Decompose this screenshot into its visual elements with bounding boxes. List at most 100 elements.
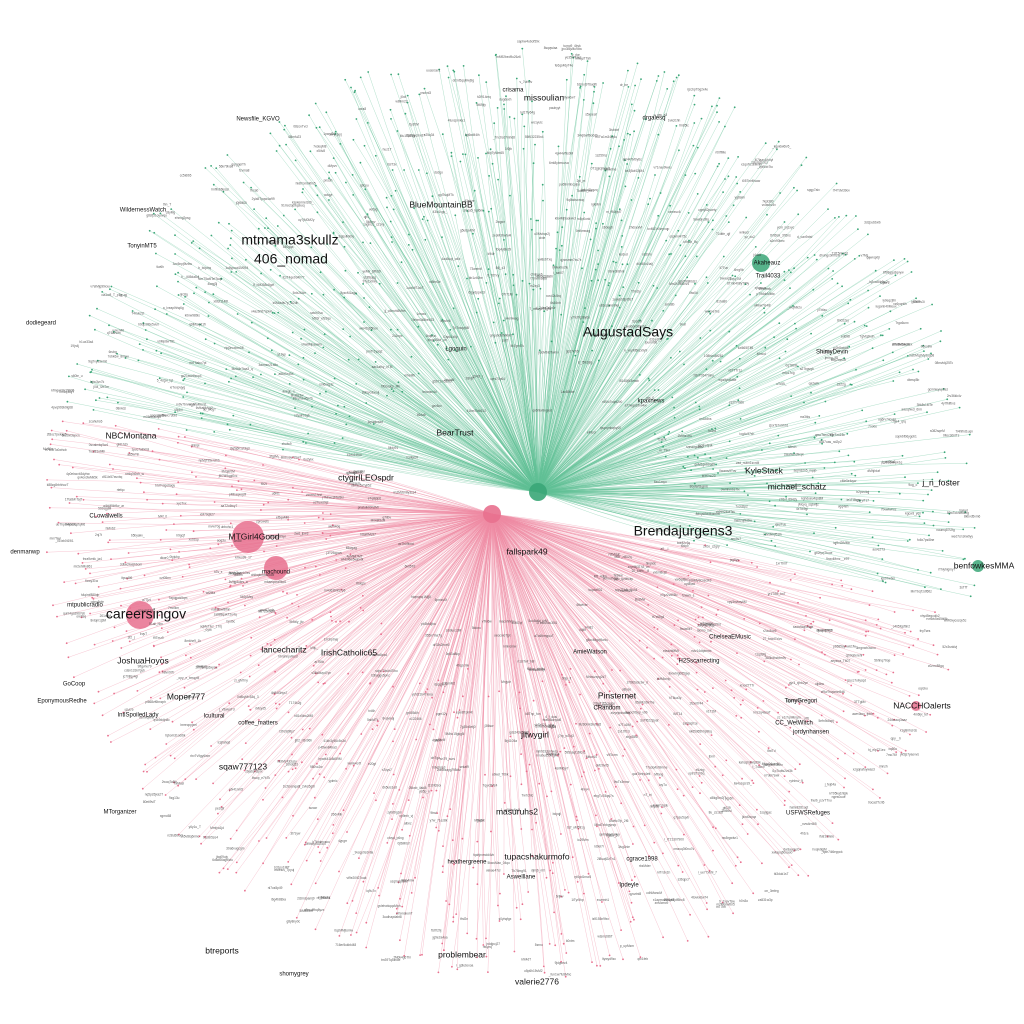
label-brendajurgens3: Brendajurgens3 — [634, 523, 733, 539]
filler-label: on_3mfeg — [765, 889, 779, 893]
label-kpaxnews: kpaxnews — [638, 399, 665, 405]
leaf-node — [456, 716, 459, 719]
leaf-node — [847, 454, 850, 457]
filler-label: li7Tun — [720, 266, 729, 270]
leaf-node — [592, 102, 595, 105]
leaf-node — [876, 572, 879, 575]
filler-label: 9nxxlMmz__e9T — [826, 557, 849, 561]
filler-label: wo1yulc — [531, 121, 543, 125]
filler-label: xM70q927 — [200, 512, 215, 516]
leaf-node — [391, 818, 393, 820]
leaf-node — [609, 726, 611, 729]
leaf-node — [82, 422, 85, 425]
filler-label: gvlehwkqqcMph — [378, 904, 401, 908]
leaf-node — [155, 349, 158, 352]
filler-label: 5uo5ofhi_tzM — [528, 619, 547, 623]
leaf-node — [269, 268, 272, 271]
leaf-node — [189, 656, 192, 659]
filler-label: is9155n9fxx — [592, 917, 609, 921]
green-edge — [537, 86, 629, 493]
leaf-node — [893, 259, 895, 261]
leaf-node — [555, 247, 557, 250]
leaf-node — [622, 958, 624, 961]
pink-edge — [491, 513, 790, 792]
leaf-node — [392, 803, 394, 805]
pink-edge — [491, 513, 846, 647]
leaf-node — [798, 663, 800, 666]
leaf-node — [790, 395, 793, 397]
green-edge — [199, 248, 539, 493]
pink-edge — [491, 513, 597, 725]
label-eponymousredhe: EponymousRedhe — [37, 699, 87, 705]
filler-label: d_oax9xtsf — [797, 235, 813, 239]
filler-label: fnulb_pzvTTxu — [811, 799, 832, 803]
leaf-node — [796, 189, 798, 192]
filler-label: 0sxaknkq9w4 — [89, 443, 109, 447]
filler-label: 41km7Mx513 — [467, 409, 486, 413]
filler-label: m74fqnwtbr5 — [716, 903, 735, 907]
leaf-node — [403, 169, 405, 171]
leaf-node — [647, 203, 650, 206]
leaf-node — [827, 267, 830, 270]
leaf-node — [339, 620, 341, 623]
leaf-node — [844, 777, 846, 780]
green-edge — [390, 329, 539, 493]
leaf-node — [716, 111, 718, 114]
filler-label: 9tsvl — [430, 811, 437, 815]
leaf-node — [696, 146, 699, 149]
filler-label: y6y1u_T — [189, 825, 201, 829]
leaf-node — [210, 745, 213, 747]
filler-label: fczT4qe934h77 — [283, 275, 305, 279]
filler-label: hywtk41k8d59M — [318, 757, 341, 761]
leaf-node — [271, 311, 274, 314]
leaf-node — [597, 263, 599, 266]
filler-label: 3t7zyw — [290, 832, 301, 836]
pink-edge — [159, 513, 493, 616]
leaf-node — [316, 818, 319, 821]
filler-label: 08nkdz — [116, 406, 127, 410]
leaf-node — [158, 671, 161, 674]
green-edge — [419, 94, 539, 493]
leaf-node — [274, 373, 276, 375]
leaf-node — [712, 468, 714, 470]
leaf-node — [934, 611, 936, 613]
pink-edge — [85, 513, 493, 570]
leaf-node — [597, 249, 599, 252]
label-coffee-matters: coffee_matters — [238, 721, 278, 727]
leaf-node — [719, 360, 722, 363]
leaf-node — [569, 783, 572, 786]
green-edge — [537, 217, 747, 493]
leaf-node — [392, 773, 395, 776]
green-edge — [537, 491, 910, 540]
leaf-node — [707, 594, 710, 597]
leaf-node — [774, 545, 777, 547]
leaf-node — [560, 933, 563, 935]
leaf-node — [861, 409, 864, 412]
leaf-node — [177, 435, 180, 438]
label-h2sscarrecting: H2Sscarrecting — [678, 659, 719, 665]
leaf-node — [344, 269, 347, 272]
filler-label: i6g4b88xa — [271, 898, 286, 902]
leaf-node — [58, 463, 61, 466]
filler-label: gr655dlh — [406, 711, 419, 715]
leaf-node — [287, 711, 290, 714]
leaf-node — [871, 590, 874, 593]
leaf-node — [46, 479, 48, 481]
green-edge — [537, 235, 623, 493]
leaf-node — [565, 78, 568, 81]
filler-label: j0xit — [400, 95, 407, 99]
pink-edge — [173, 513, 493, 783]
label-tonygregori: TonyGregori — [785, 699, 818, 705]
pink-edge — [240, 513, 493, 673]
leaf-node — [143, 491, 145, 494]
leaf-node — [575, 722, 577, 725]
leaf-node — [785, 686, 787, 689]
filler-label: 2rv36kk4v — [947, 394, 962, 398]
leaf-node — [146, 498, 149, 501]
leaf-node — [160, 352, 163, 355]
leaf-node — [344, 567, 347, 569]
filler-label: Tb78mg91 — [511, 869, 526, 873]
leaf-node — [773, 336, 775, 339]
filler-label: e20gf — [368, 762, 376, 766]
leaf-node — [225, 454, 227, 457]
